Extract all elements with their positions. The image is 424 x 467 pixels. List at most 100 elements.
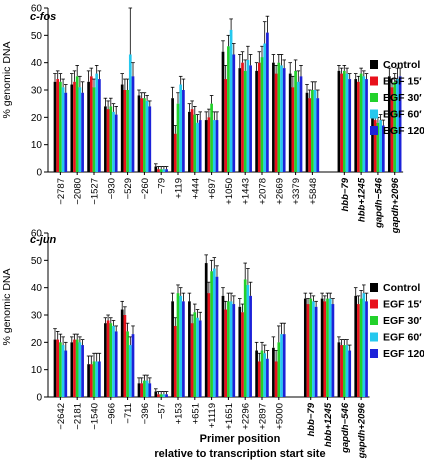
bar (59, 342, 62, 397)
legend-swatch (370, 76, 378, 86)
panel-title: c-jun (30, 234, 57, 246)
bar (255, 70, 258, 172)
legend-label: EGF 60′ (383, 109, 422, 121)
bar (393, 81, 397, 172)
bar (154, 166, 158, 172)
x-tick-label: hbb+1245 (357, 177, 368, 222)
bar (227, 46, 230, 173)
legend-swatch (370, 349, 378, 358)
legend-label: EGF 30′ (383, 315, 422, 327)
bar (148, 383, 152, 397)
bar (56, 79, 60, 172)
bar (398, 76, 402, 172)
panel-c-jun: c-jun % genomic DNA 0 10 20 30 40 50 60 −2642 −2… (1, 229, 370, 459)
bar (204, 120, 208, 172)
y-tick-label: 0 (36, 168, 42, 179)
bar (373, 120, 377, 172)
bar (109, 323, 113, 397)
bar (89, 364, 93, 397)
x-tick-label: −1540 (90, 403, 101, 430)
x-tick-label: −2787 (56, 178, 67, 205)
bar (81, 92, 84, 172)
bar (61, 87, 65, 172)
bar (75, 76, 79, 172)
bar (73, 339, 76, 397)
bar (266, 358, 269, 397)
y-tick-label: 20 (31, 338, 43, 349)
bar (198, 120, 202, 172)
legend-label: EGF 15′ (383, 76, 422, 88)
bar (53, 339, 57, 397)
bar (249, 295, 252, 397)
bar (210, 271, 213, 397)
bar (232, 304, 236, 397)
x-tick-label: +697 (207, 178, 218, 199)
bar (171, 301, 174, 397)
bar (70, 84, 74, 172)
bar (148, 106, 152, 172)
x-tick-label: +1050 (224, 178, 235, 205)
x-tick-label: hbb−79 (306, 402, 317, 436)
bar (81, 345, 84, 397)
bar (114, 114, 118, 172)
x-tick-label: +3379 (291, 178, 302, 205)
bar (87, 364, 90, 397)
x-axis-title-line2: relative to transcription start site (154, 448, 325, 460)
bar (326, 298, 329, 397)
bar (221, 51, 225, 172)
bar (306, 304, 310, 397)
bar (291, 87, 295, 172)
bar (280, 334, 283, 397)
bar (162, 394, 166, 397)
bar (313, 90, 317, 172)
y-tick-label: 10 (31, 140, 43, 151)
y-tick-label: 50 (31, 256, 43, 267)
x-tick-label: gapdh−546 (340, 402, 351, 454)
bar (176, 293, 180, 397)
bar (193, 312, 197, 397)
bar (109, 106, 113, 172)
bar (73, 81, 76, 172)
x-tick-label: −930 (106, 178, 117, 199)
y-tick-label: 30 (31, 311, 43, 322)
x-tick-label: −529 (123, 178, 134, 199)
bar (112, 325, 115, 397)
bar (92, 361, 96, 397)
bar (104, 106, 107, 172)
bar (179, 84, 183, 172)
y-axis-label: % genomic DNA (1, 41, 13, 118)
bar (145, 100, 149, 172)
bar (165, 169, 168, 172)
bar (320, 298, 324, 397)
bar (98, 79, 101, 172)
x-tick-label: −2080 (73, 178, 84, 205)
x-tick-label: +1119 (207, 403, 218, 428)
bar (159, 169, 163, 172)
bar (257, 361, 261, 397)
legend-swatch (370, 283, 378, 292)
bar (288, 73, 292, 172)
legend-label: Control (383, 59, 420, 71)
legend-swatch (370, 93, 378, 102)
y-tick-label: 10 (31, 365, 43, 376)
bar (64, 350, 68, 397)
bar (190, 323, 194, 397)
bar (243, 279, 247, 397)
x-tick-label: +2078 (258, 178, 269, 205)
bar (246, 284, 250, 397)
bar (232, 54, 236, 172)
bar (162, 169, 166, 172)
bar (188, 301, 191, 397)
x-tick-label: −2181 (73, 403, 84, 430)
bar (243, 70, 247, 172)
bar (157, 394, 160, 397)
x-tick-label: +1443 (241, 178, 252, 205)
x-tick-label: −396 (140, 403, 151, 424)
bar (53, 81, 57, 172)
x-tick-label: gapdh+2096 (390, 177, 401, 234)
bar (241, 312, 244, 397)
bar (255, 350, 258, 397)
bar (128, 345, 132, 397)
bar (87, 81, 90, 172)
